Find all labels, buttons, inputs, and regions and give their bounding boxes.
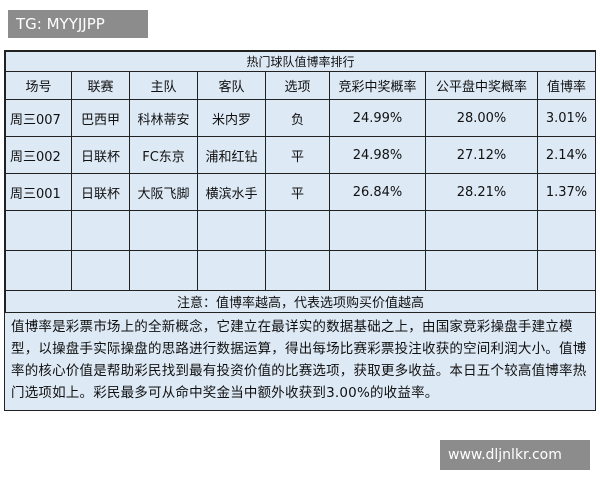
table-row: 周三002 日联杯 FC东京 浦和红钻平 24.98% 27.12% 2.14%	[5, 136, 597, 174]
table-frame: 热门球队值博率排行 场号 联赛 主队 客队 选项 竞彩中奖概率 公平盘中奖概率 值博率 周三0…	[4, 50, 597, 411]
empty-cell	[71, 250, 130, 291]
table-cell: 28.21%	[425, 173, 538, 211]
table-cell: 日联杯	[71, 173, 130, 211]
watermark: TG: MYYJJPP	[8, 10, 148, 38]
table-cell: 1.37%	[536, 173, 597, 211]
header-cell: 联赛	[71, 71, 130, 100]
table-cell: 横滨水手	[197, 173, 266, 211]
rating-table: 热门球队值博率排行 场号 联赛 主队 客队 选项 竞彩中奖概率 公平盘中奖概率 值博率 周三0…	[4, 51, 597, 313]
table-cell: 米内罗	[197, 99, 266, 137]
header-cell: 值博率	[536, 71, 597, 100]
empty-cell	[425, 250, 538, 291]
empty-cell	[265, 210, 330, 251]
table-cell: 负	[265, 99, 330, 137]
table-cell: 24.98%	[329, 136, 426, 174]
table-cell: 周三007	[5, 99, 72, 137]
empty-row	[5, 210, 597, 251]
empty-cell	[536, 250, 597, 291]
header-cell: 选项	[265, 71, 330, 100]
header-cell: 竞彩中奖概率	[329, 71, 426, 100]
empty-cell	[197, 250, 266, 291]
description: 值博率是彩票市场上的全新概念，它建立在最详实的数据基础之上，由国家竞彩操盘手建立…	[11, 319, 587, 401]
empty-cell	[329, 210, 426, 251]
table-cell: FC东京	[129, 136, 198, 174]
table-cell: 周三001	[5, 173, 72, 211]
table-cell: 平	[265, 136, 330, 174]
empty-cell	[536, 210, 597, 251]
empty-cell	[129, 250, 198, 291]
table-cell: 24.99%	[329, 99, 426, 137]
watermark: www.dljnlkr.com	[440, 440, 590, 470]
empty-row	[5, 250, 597, 291]
table-cell: 平	[265, 173, 330, 211]
empty-cell	[425, 210, 538, 251]
table-cell: 28.00%	[425, 99, 538, 137]
table-cell: 日联杯	[71, 136, 130, 174]
table-note: 注意：值博率越高，代表选项购买价值越高	[4, 290, 597, 313]
empty-cell	[5, 250, 72, 291]
empty-cell	[129, 210, 198, 251]
table-title: 热门球队值博率排行	[4, 51, 597, 72]
header-cell: 客队	[197, 71, 266, 100]
table-cell: 2.14%	[536, 136, 597, 174]
empty-cell	[197, 210, 266, 251]
table-cell: 26.84%	[329, 173, 426, 211]
empty-cell	[265, 250, 330, 291]
header-cell: 场号	[5, 71, 72, 100]
header-cell: 公平盘中奖概率	[425, 71, 538, 100]
empty-cell	[329, 250, 426, 291]
table-cell: 周三002	[5, 136, 72, 174]
empty-cell	[71, 210, 130, 251]
table-cell: 巴西甲	[71, 99, 130, 137]
header-cell: 主队	[129, 71, 198, 100]
table-row: 周三007 巴西甲 科林蒂安 米内罗负 24.99% 28.00% 3.01%	[5, 99, 597, 137]
empty-cell	[5, 210, 72, 251]
table-cell: 3.01%	[536, 99, 597, 137]
table-row: 周三001 日联杯 大阪飞脚 横滨水手平 26.84% 28.21% 1.37%	[5, 173, 597, 211]
table-cell: 大阪飞脚	[129, 173, 198, 211]
table-cell: 浦和红钻	[197, 136, 266, 174]
table-cell: 27.12%	[425, 136, 538, 174]
table-cell: 科林蒂安	[129, 99, 198, 137]
